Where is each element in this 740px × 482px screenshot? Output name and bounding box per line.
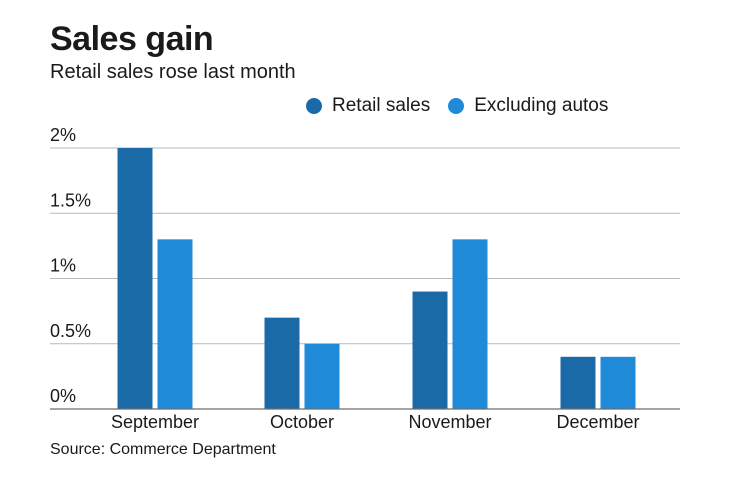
legend-swatch-excluding-autos bbox=[448, 98, 465, 114]
y-tick-label: 2% bbox=[50, 125, 76, 145]
bar bbox=[600, 356, 636, 409]
bar bbox=[560, 356, 596, 409]
y-tick-label: 1% bbox=[50, 256, 76, 276]
x-tick-label: December bbox=[556, 412, 639, 432]
x-tick-label: October bbox=[270, 412, 334, 432]
bar bbox=[157, 239, 193, 409]
chart-title: Sales gain bbox=[50, 20, 214, 58]
source-note: Source: Commerce Department bbox=[50, 441, 276, 458]
legend-swatch-retail-sales bbox=[306, 98, 322, 114]
y-tick-label: 0% bbox=[50, 386, 76, 406]
legend-label-retail-sales: Retail sales bbox=[332, 95, 431, 116]
legend-label-excluding-autos: Excluding autos bbox=[474, 95, 609, 116]
legend-item-retail-sales: Retail sales bbox=[306, 95, 430, 117]
y-tick-label: 1.5% bbox=[50, 190, 91, 210]
bar bbox=[117, 148, 153, 409]
y-tick-label: 0.5% bbox=[50, 321, 91, 341]
bar bbox=[264, 317, 300, 409]
x-tick-label: November bbox=[408, 412, 491, 432]
legend-item-excluding-autos: Excluding autos bbox=[448, 95, 608, 117]
legend: Retail sales Excluding autos bbox=[306, 95, 626, 117]
chart-subtitle: Retail sales rose last month bbox=[50, 61, 296, 83]
x-tick-label: September bbox=[111, 412, 199, 432]
bar bbox=[452, 239, 488, 409]
bar bbox=[304, 343, 340, 409]
bar bbox=[412, 291, 448, 409]
